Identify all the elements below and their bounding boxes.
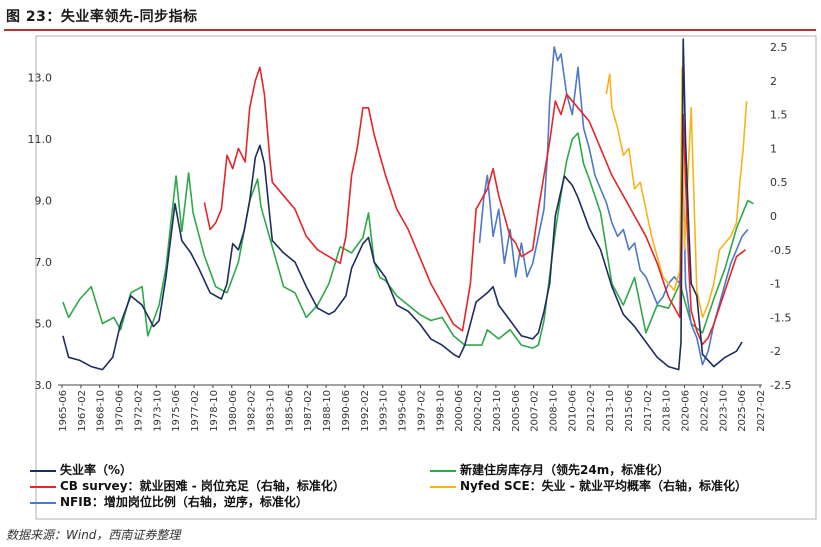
right-tick-label: 2 [770, 75, 777, 88]
series-line-4 [478, 46, 749, 366]
legend-item-nfib: NFIB：增加岗位比例（右轴，逆序，标准化） [30, 493, 308, 510]
x-tick-label: 1990-06 [341, 390, 352, 432]
series-lines [62, 38, 754, 371]
x-tick-label: 2013-10 [605, 390, 616, 432]
x-tick-label: 1987-02 [303, 390, 314, 432]
left-tick-label: 13.0 [28, 72, 53, 85]
series-line-2 [203, 66, 746, 346]
x-tick-label: 1972-02 [133, 390, 144, 432]
x-tick-label: 1992-02 [360, 390, 371, 432]
legend-item-cb-survey: CB survey：就业困难 - 岗位充足（右轴，标准化） [30, 477, 345, 494]
series-line-1 [62, 132, 754, 349]
left-axis-ticks: 3.0 5.0 7.0 9.0 11.0 13.0 [28, 72, 53, 392]
left-tick-label: 9.0 [35, 195, 53, 208]
x-tick-label: 1965-06 [58, 390, 69, 432]
x-tick-label: 1980-06 [228, 390, 239, 432]
x-axis-ticks: 1965-06 1967-02 1968-10 1970-06 1972-02 1973-… [58, 385, 767, 432]
x-tick-label: 1982-02 [247, 390, 258, 432]
x-tick-label: 2002-02 [473, 390, 484, 432]
x-tick-label: 2015-06 [624, 390, 635, 432]
x-tick-label: 1988-10 [322, 390, 333, 432]
left-tick-label: 5.0 [35, 318, 53, 331]
x-tick-label: 2008-10 [548, 390, 559, 432]
x-tick-label: 1973-10 [152, 390, 163, 432]
x-tick-label: 2023-10 [718, 390, 729, 432]
right-tick-label: -2.5 [770, 379, 791, 392]
x-tick-label: 1985-06 [284, 390, 295, 432]
title-rule [4, 29, 816, 31]
x-tick-label: 1970-06 [115, 390, 126, 432]
x-tick-label: 1978-10 [209, 390, 220, 432]
legend-label: CB survey：就业困难 - 岗位充足（右轴，标准化） [60, 479, 345, 493]
right-tick-label: -2 [770, 345, 781, 358]
source-note: 数据来源：Wind，西南证券整理 [6, 528, 181, 542]
right-axis-ticks: 2.5 2 1.5 1 0.5 0 -0.5 -1 -1.5 -2 -2.5 [770, 41, 791, 392]
left-tick-label: 7.0 [35, 256, 53, 269]
chart-title: 图 23：失业率领先-同步指标 [6, 9, 198, 25]
x-tick-label: 1977-02 [190, 390, 201, 432]
legend-item-unemployment: 失业率（%） [30, 461, 132, 478]
left-tick-label: 11.0 [28, 133, 53, 146]
x-tick-label: 1995-06 [398, 390, 409, 432]
x-tick-label: 1997-02 [416, 390, 427, 432]
legend-item-nyfed-sce: Nyfed SCE：失业 - 就业平均概率（右轴，标准化） [430, 477, 747, 494]
x-tick-label: 2010-06 [567, 390, 578, 432]
right-tick-label: 1.5 [770, 109, 788, 122]
x-tick-label: 2020-06 [681, 390, 692, 432]
legend-label: NFIB：增加岗位比例（右轴，逆序，标准化） [60, 495, 308, 509]
legend-label: Nyfed SCE：失业 - 就业平均概率（右轴，标准化） [460, 479, 747, 493]
x-tick-label: 1983-10 [266, 390, 277, 432]
plot-frame [35, 35, 817, 520]
x-tick-label: 1998-10 [435, 390, 446, 432]
x-tick-label: 1968-10 [96, 390, 107, 432]
right-tick-label: -1.5 [770, 311, 791, 324]
x-tick-label: 2003-10 [492, 390, 503, 432]
right-tick-label: 1 [770, 142, 777, 155]
legend-label: 新建住房库存月（领先24m，标准化） [460, 463, 670, 477]
x-tick-label: 2025-06 [737, 390, 748, 432]
left-tick-label: 3.0 [35, 379, 53, 392]
x-tick-label: 2022-02 [699, 390, 710, 432]
right-tick-label: 2.5 [770, 41, 788, 54]
legend-label: 失业率（%） [60, 463, 133, 477]
right-tick-label: 0.5 [770, 176, 788, 189]
x-tick-label: 1975-06 [171, 390, 182, 432]
x-tick-label: 2005-06 [511, 390, 522, 432]
x-tick-label: 2000-06 [454, 390, 465, 432]
x-tick-label: 1993-10 [379, 390, 390, 432]
x-tick-label: 1967-02 [77, 390, 88, 432]
x-tick-label: 2007-02 [530, 390, 541, 432]
x-tick-label: 2017-02 [643, 390, 654, 432]
x-tick-label: 2027-02 [756, 390, 767, 432]
right-tick-label: 0 [770, 210, 777, 223]
series-line-0 [62, 38, 743, 371]
x-tick-label: 2018-10 [662, 390, 673, 432]
legend-item-housing-inventory: 新建住房库存月（领先24m，标准化） [430, 461, 669, 478]
x-tick-label: 2012-02 [586, 390, 597, 432]
right-tick-label: -0.5 [770, 244, 791, 257]
right-tick-label: -1 [770, 278, 781, 291]
